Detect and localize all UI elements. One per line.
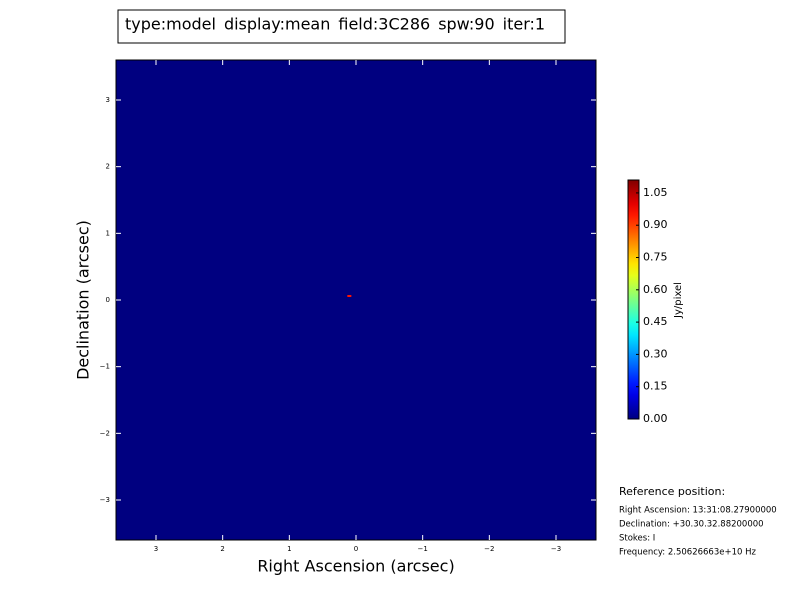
- image-background: [116, 60, 596, 540]
- source-pixel: [347, 295, 352, 297]
- colorbar-tick-label: 0.45: [643, 315, 668, 328]
- title-box: [117, 9, 566, 44]
- x-tick-label: −1: [418, 545, 428, 553]
- colorbar: [627, 179, 640, 420]
- x-tick-label: −2: [484, 545, 494, 553]
- y-tick-label: 3: [106, 96, 110, 104]
- y-tick-label: 1: [106, 229, 110, 237]
- y-tick-label: −2: [100, 429, 110, 437]
- reference-line: Declination: +30.30.32.88200000: [619, 520, 764, 530]
- y-tick-label: 2: [106, 163, 110, 171]
- colorbar-tick-label: 0.00: [643, 412, 668, 425]
- reference-line: Stokes: I: [619, 534, 655, 544]
- title-part: iter:1: [503, 15, 545, 34]
- y-tick-label: 0: [106, 296, 110, 304]
- colorbar-tick-label: 0.90: [643, 218, 668, 231]
- title-part: field:3C286: [338, 15, 430, 34]
- colorbar-tick-label: 0.15: [643, 380, 668, 393]
- y-tick-label: −3: [100, 496, 110, 504]
- y-tick-label: −1: [100, 363, 110, 371]
- title-part: display:mean: [224, 15, 330, 34]
- colorbar-label: Jy/pixel: [673, 282, 684, 319]
- reference-line: Right Ascension: 13:31:08.27900000: [619, 506, 777, 516]
- colorbar-tick-label: 0.30: [643, 347, 668, 360]
- x-tick-label: 0: [354, 545, 358, 553]
- colorbar-tick-label: 0.60: [643, 283, 668, 296]
- x-tick-label: 1: [287, 545, 291, 553]
- x-axis-label: Right Ascension (arcsec): [257, 557, 454, 576]
- x-tick-label: −3: [551, 545, 561, 553]
- colorbar-tick-label: 1.05: [643, 186, 668, 199]
- x-tick-label: 3: [154, 545, 158, 553]
- colorbar-tick-label: 0.75: [643, 251, 668, 264]
- title-part: spw:90: [438, 15, 494, 34]
- reference-heading: Reference position:: [619, 485, 725, 498]
- x-tick-label: 2: [220, 545, 224, 553]
- y-axis-label: Declination (arcsec): [74, 220, 93, 380]
- reference-line: Frequency: 2.50626663e+10 Hz: [619, 548, 756, 558]
- title-part: type:model: [125, 15, 216, 34]
